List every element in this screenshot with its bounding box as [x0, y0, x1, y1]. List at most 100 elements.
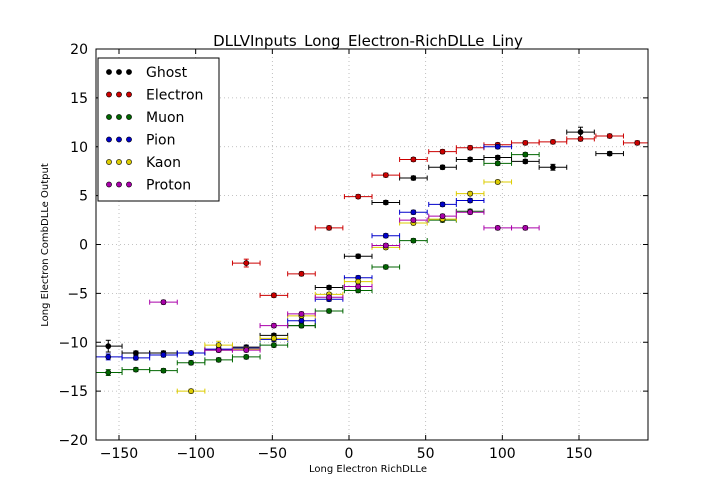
data-point: [355, 253, 362, 260]
data-point: [326, 308, 332, 314]
legend-marker: [116, 159, 122, 165]
data-point: [270, 292, 277, 299]
legend-label: Kaon: [146, 155, 181, 171]
data-point: [188, 388, 194, 395]
data-point: [326, 224, 332, 231]
data-point: [410, 237, 417, 244]
data-point: [132, 354, 139, 361]
x-tick-label: 50: [417, 446, 435, 462]
data-point: [577, 136, 584, 142]
legend-label: Ghost: [146, 65, 188, 81]
legend-marker: [106, 69, 112, 75]
data-point: [105, 354, 112, 360]
legend: Ghost Electron Muon Pion Kaon Proton: [97, 57, 220, 202]
data-point: [494, 160, 501, 167]
legend-entry-muon: Muon: [106, 110, 184, 126]
data-point: [634, 139, 641, 146]
data-point: [132, 366, 139, 373]
data-point: [522, 139, 529, 146]
y-tick-label: 5: [79, 189, 88, 205]
data-point: [270, 335, 277, 342]
data-point: [550, 164, 556, 171]
y-tick-label: −20: [58, 433, 88, 449]
legend-marker: [116, 91, 122, 98]
data-point: [439, 164, 446, 171]
data-point: [298, 322, 305, 329]
data-point: [326, 284, 332, 291]
data-point: [326, 294, 332, 301]
legend-marker: [126, 114, 132, 120]
legend-entry-kaon: Kaon: [106, 155, 181, 171]
data-point: [270, 322, 277, 329]
data-point: [132, 350, 139, 356]
data-point: [606, 150, 613, 157]
data-point: [105, 369, 112, 376]
y-tick-label: 15: [70, 91, 88, 107]
data-point: [215, 356, 222, 363]
legend-marker: [126, 181, 132, 188]
data-point: [243, 347, 250, 353]
data-point: [382, 264, 389, 270]
legend-marker: [116, 181, 122, 188]
series-pion: [95, 143, 513, 361]
data-point: [188, 359, 194, 366]
legend-label: Electron: [146, 88, 203, 104]
data-point: [355, 283, 362, 290]
data-point: [410, 217, 417, 223]
legend-label: Proton: [146, 178, 191, 194]
data-point: [467, 197, 474, 204]
data-point: [467, 156, 474, 163]
data-point: [439, 148, 446, 155]
legend-marker: [126, 69, 132, 75]
data-point: [467, 209, 474, 216]
data-point: [105, 343, 112, 350]
data-point: [382, 172, 389, 178]
data-point: [298, 270, 305, 277]
data-point: [215, 342, 222, 349]
data-point: [494, 179, 501, 185]
data-point: [494, 224, 501, 231]
data-point: [188, 350, 194, 356]
series-electron: [231, 133, 649, 299]
legend-marker: [116, 114, 122, 120]
data-point: [243, 260, 250, 266]
data-point: [522, 151, 529, 158]
chart-title: DLLVInputs_Long_Electron-RichDLLe_Liny: [213, 32, 523, 51]
data-point: [439, 201, 446, 208]
series-proton: [149, 209, 540, 353]
legend-entry-ghost: Ghost: [106, 65, 188, 81]
series-muon: [95, 151, 540, 376]
legend-box: [97, 57, 220, 202]
legend-entry-electron: Electron: [106, 88, 203, 104]
data-point: [410, 175, 417, 181]
x-axis-label: Long Electron RichDLLe: [309, 464, 427, 475]
legend-marker: [106, 136, 112, 143]
data-point: [467, 144, 474, 151]
y-tick-label: −5: [67, 286, 88, 302]
legend-marker: [106, 159, 112, 165]
data-point: [160, 352, 167, 358]
data-point: [355, 193, 362, 200]
legend-marker: [126, 91, 132, 98]
data-point: [494, 143, 501, 150]
legend-marker: [106, 91, 112, 98]
data-point: [550, 138, 556, 145]
legend-marker: [116, 136, 122, 143]
data-point: [382, 232, 389, 239]
data-point: [160, 299, 167, 306]
data-series: [95, 126, 649, 395]
data-point: [410, 156, 417, 163]
legend-label: Pion: [146, 133, 175, 149]
data-point: [439, 213, 446, 220]
legend-entry-proton: Proton: [106, 178, 191, 194]
data-point: [160, 367, 167, 374]
data-point: [522, 224, 529, 231]
x-tick-label: 0: [345, 446, 354, 462]
y-axis-label: Long Electron CombDLLe Output: [40, 163, 51, 327]
data-point: [215, 347, 222, 353]
legend-entry-pion: Pion: [106, 133, 175, 149]
legend-label: Muon: [146, 110, 184, 126]
legend-marker: [126, 136, 132, 143]
y-tick-label: −15: [58, 384, 88, 400]
x-tick-label: −100: [176, 446, 214, 462]
